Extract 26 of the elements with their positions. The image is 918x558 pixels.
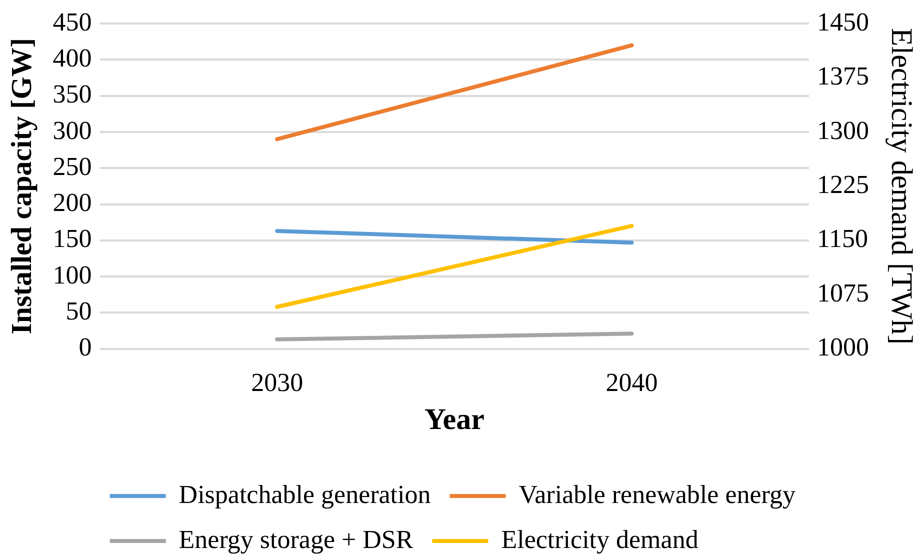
y2-tick-label: 1075	[817, 278, 869, 308]
y-tick-label: 150	[52, 224, 92, 254]
y-tick-label: 200	[52, 188, 92, 218]
y2-tick-label: 1300	[817, 116, 869, 145]
x-tick-label: 2030	[251, 368, 304, 398]
legend-label: Electricity demand	[501, 524, 698, 554]
y2-axis-title: Electricity demand [TWh]	[885, 28, 918, 344]
y-tick-label: 50	[66, 296, 92, 326]
legend-label: Variable renewable energy	[518, 480, 796, 509]
y2-tick-label: 1225	[817, 170, 869, 200]
y-tick-label: 100	[52, 260, 92, 290]
x-tick-label: 2040	[606, 368, 658, 398]
y-tick-label: 0	[78, 332, 92, 362]
legend-label: Dispatchable generation	[178, 480, 431, 509]
y2-tick-label: 1150	[817, 224, 868, 254]
x-axis-title: Year	[424, 402, 484, 436]
y-tick-label: 350	[52, 80, 92, 109]
y-tick-label: 450	[52, 7, 92, 36]
y-tick-label: 300	[52, 116, 92, 145]
legend-label: Energy storage + DSR	[178, 524, 414, 554]
y-tick-label: 400	[52, 44, 92, 73]
y2-tick-label: 1375	[817, 62, 869, 91]
y-tick-label: 250	[52, 152, 92, 181]
y2-tick-label: 1450	[817, 7, 869, 36]
y-axis-title: Installed capacity [GW]	[6, 38, 38, 334]
y2-tick-label: 1000	[817, 332, 869, 362]
